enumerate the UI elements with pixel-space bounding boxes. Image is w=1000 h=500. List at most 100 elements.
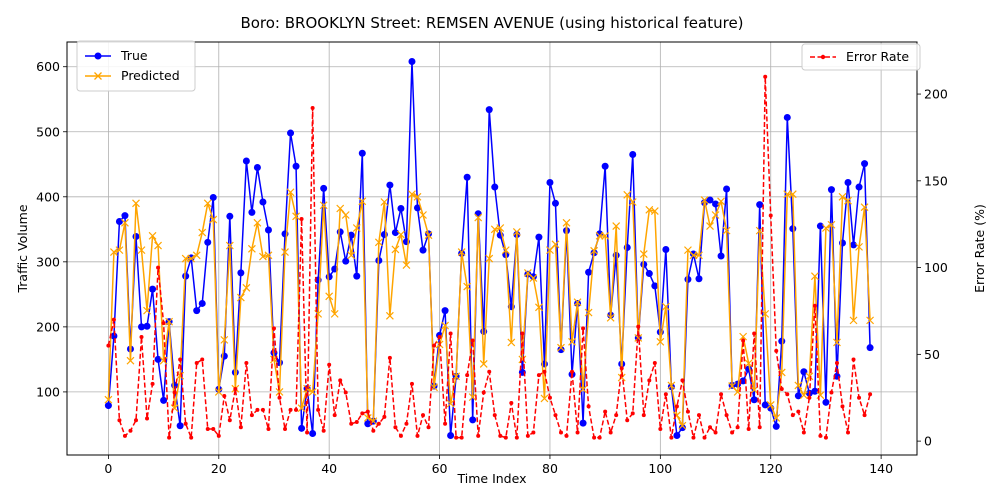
predicted-point (706, 222, 714, 230)
error-rate-point (492, 413, 497, 418)
error-rate-point (415, 433, 420, 438)
legend-predicted-marker (94, 72, 102, 80)
true-point (397, 205, 405, 213)
true-point (320, 184, 328, 192)
y-tick-label: 300 (36, 254, 60, 269)
error-rate-point (779, 387, 784, 392)
predicted-point (126, 356, 135, 365)
error-rate-point (459, 435, 464, 440)
predicted-point (236, 293, 245, 302)
predicted-point (397, 230, 405, 239)
predicted-point (866, 316, 875, 325)
predicted-point (137, 246, 146, 255)
error-rate-point (702, 435, 707, 440)
predicted-point (165, 317, 174, 326)
true-point (712, 200, 720, 208)
predicted-point (562, 218, 571, 227)
predicted-point (805, 372, 814, 381)
predicted-point (634, 334, 643, 342)
predicted-point (292, 212, 300, 221)
true-point (419, 246, 427, 254)
error-rate-point (597, 435, 602, 440)
true-point (138, 323, 146, 331)
error-rate-point (696, 413, 701, 418)
legend-error-marker (820, 54, 826, 60)
true-point (623, 244, 631, 252)
error-rate-point (509, 400, 514, 405)
predicted-point (755, 226, 764, 235)
predicted-point (540, 394, 549, 403)
predicted-point (501, 246, 510, 255)
error-rate-point (288, 407, 293, 412)
predicted-point (214, 387, 223, 396)
error-rate-point (294, 407, 299, 412)
error-rate-point (443, 421, 448, 426)
true-point (816, 222, 824, 230)
error-rate-point (862, 413, 867, 418)
true-point (198, 299, 206, 307)
predicted-point (739, 332, 748, 341)
true-point (292, 162, 300, 170)
predicted-point (761, 309, 770, 318)
true-point (645, 270, 653, 278)
error-rate-point (592, 435, 597, 440)
true-point (110, 332, 118, 340)
error-rate-point (713, 430, 718, 435)
true-point (651, 282, 659, 290)
true-point (734, 380, 742, 388)
true-point (347, 231, 355, 239)
true-point (684, 275, 692, 283)
predicted-point (143, 306, 151, 315)
predicted-point (319, 201, 328, 210)
true-point (673, 431, 681, 439)
true-point (193, 307, 201, 315)
error-rate-point (161, 321, 166, 326)
error-rate-point (719, 392, 724, 397)
true-point (104, 402, 112, 410)
predicted-point (849, 316, 858, 325)
error-rate-point (200, 357, 205, 362)
predicted-point (551, 240, 560, 249)
error-rate-point (205, 426, 210, 431)
true-point (264, 226, 272, 234)
true-point (585, 268, 593, 276)
error-rate-point (553, 413, 558, 418)
true-point (209, 193, 217, 201)
legend-left-box (76, 40, 196, 92)
error-rate-point (216, 433, 221, 438)
error-rate-point (283, 426, 288, 431)
true-point (601, 162, 609, 170)
error-rate-point (823, 435, 828, 440)
predicted-point (452, 372, 461, 381)
error-rate-point (520, 331, 525, 336)
true-point (811, 387, 819, 395)
predicted-point (457, 248, 466, 257)
error-rate-point (641, 413, 646, 418)
true-point (463, 173, 471, 181)
y2-tick-label: 200 (924, 87, 948, 102)
true-point (204, 238, 212, 246)
error-rate-point (189, 435, 194, 440)
predicted-point (380, 198, 389, 206)
predicted-point (810, 272, 819, 281)
legend-true-label: True (120, 48, 148, 63)
error-rate-point (365, 409, 370, 414)
error-rate-point (558, 430, 563, 435)
predicted-point (667, 381, 676, 390)
predicted-point (247, 244, 256, 253)
error-rate-point (476, 433, 481, 438)
error-rate-point (846, 430, 851, 435)
predicted-point (446, 399, 455, 408)
error-rate-point (244, 361, 249, 366)
true-point (850, 241, 858, 249)
true-point (353, 272, 361, 280)
predicted-point (358, 197, 367, 206)
x-tick-label: 100 (648, 461, 672, 476)
true-point (800, 368, 808, 376)
error-rate-point (167, 435, 172, 440)
predicted-point (286, 188, 295, 197)
predicted-point (468, 393, 477, 402)
predicted-point (352, 224, 361, 232)
predicted-point (612, 222, 621, 230)
true-point (546, 178, 554, 186)
